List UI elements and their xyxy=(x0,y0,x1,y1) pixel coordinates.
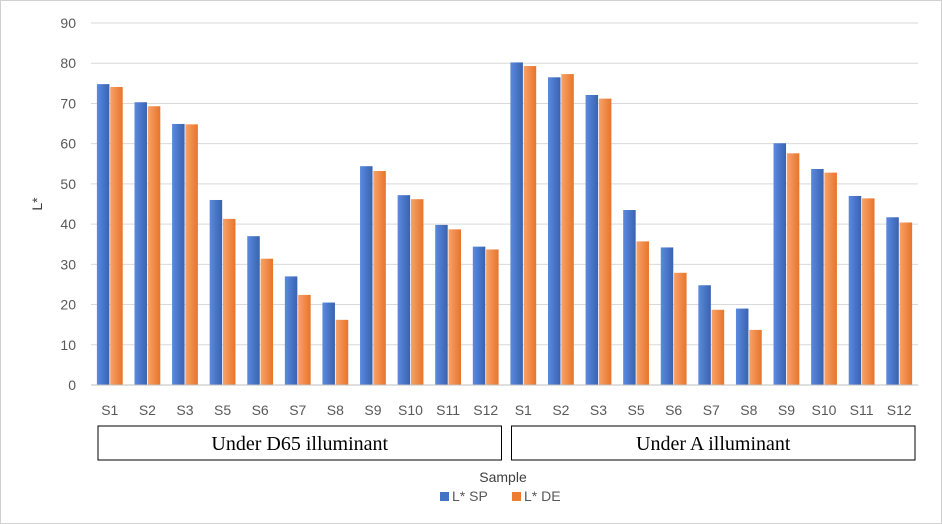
bar-de xyxy=(636,241,649,385)
x-tick-label: S8 xyxy=(740,402,757,418)
legend: L* SP L* DE xyxy=(440,488,561,504)
bar-sp xyxy=(322,302,335,385)
bar-de xyxy=(410,199,424,385)
bar-sp xyxy=(472,246,486,385)
x-tick-label: S12 xyxy=(887,402,912,418)
x-axis-title: Sample xyxy=(479,469,527,485)
bars xyxy=(96,62,913,386)
bar-de xyxy=(561,74,574,386)
bar-sp xyxy=(247,236,260,385)
bar-de xyxy=(110,86,123,385)
bar-sp xyxy=(435,224,448,385)
bar-sp xyxy=(510,62,523,385)
bar-sp xyxy=(209,199,223,385)
group-labels: Under D65 illuminant Under A illuminant xyxy=(97,425,916,461)
bar-de xyxy=(523,66,537,385)
y-tick-label: 30 xyxy=(60,256,76,272)
bar-de xyxy=(711,309,725,385)
x-tick-label: S5 xyxy=(214,402,231,418)
bar-de xyxy=(598,98,612,386)
bar-sp xyxy=(547,77,561,386)
bar-de xyxy=(222,218,236,385)
x-tick-label: S2 xyxy=(139,402,156,418)
y-tick-label: 80 xyxy=(60,55,76,71)
bar-de xyxy=(335,319,349,385)
y-tick-label: 50 xyxy=(60,176,76,192)
bar-de xyxy=(824,172,837,385)
legend-swatch-sp xyxy=(440,492,449,501)
x-tick-label: S12 xyxy=(473,402,498,418)
group-box xyxy=(97,425,502,461)
bar-sp xyxy=(397,195,411,385)
bar-de xyxy=(185,124,198,386)
bar-sp xyxy=(96,84,110,385)
x-tick-label: S3 xyxy=(176,402,193,418)
y-tick-label: 40 xyxy=(60,216,76,232)
x-tick-label: S7 xyxy=(289,402,306,418)
x-tick-label: S5 xyxy=(628,402,645,418)
bar-sp xyxy=(773,143,787,385)
bar-sp xyxy=(623,210,636,385)
bar-sp xyxy=(848,195,862,385)
x-tick-label: S2 xyxy=(552,402,569,418)
bar-de xyxy=(674,272,687,385)
y-axis-title: L* xyxy=(29,197,45,211)
x-tick-label: S9 xyxy=(364,402,381,418)
bar-sp xyxy=(134,102,147,385)
y-tick-label: 90 xyxy=(60,15,76,31)
x-tick-label: S11 xyxy=(850,402,874,418)
x-tick-label: S3 xyxy=(590,402,607,418)
bar-de xyxy=(749,329,762,385)
bar-de xyxy=(260,258,274,385)
x-tick-label: S7 xyxy=(703,402,720,418)
bar-sp xyxy=(360,166,373,385)
bar-sp xyxy=(660,247,674,385)
bar-sp xyxy=(698,285,711,385)
group-box xyxy=(511,425,916,461)
legend-label: L* DE xyxy=(524,488,561,504)
legend-swatch-de xyxy=(512,492,521,501)
x-tick-label: S10 xyxy=(812,402,837,418)
group-label: Under D65 illuminant xyxy=(211,433,388,455)
bar-sp xyxy=(811,169,824,385)
y-tick-label: 20 xyxy=(60,297,76,313)
bar-de xyxy=(899,222,913,385)
x-tick-label: S8 xyxy=(327,402,344,418)
bar-sp xyxy=(585,94,599,386)
bar-de xyxy=(147,106,161,385)
x-tick-label: S10 xyxy=(398,402,423,418)
x-tick-label: S11 xyxy=(436,402,460,418)
x-tick-label: S6 xyxy=(665,402,682,418)
x-tick-label: S9 xyxy=(778,402,795,418)
bar-sp xyxy=(735,308,749,385)
bar-de xyxy=(298,294,311,385)
bar-de xyxy=(862,198,875,385)
bar-sp xyxy=(172,123,185,386)
bar-de xyxy=(786,153,800,385)
y-tick-label: 0 xyxy=(68,377,76,393)
y-tick-label: 10 xyxy=(60,337,76,353)
group-label: Under A illuminant xyxy=(636,433,791,455)
legend-label: L* SP xyxy=(452,488,488,504)
bar-de xyxy=(448,229,462,385)
y-tick-label: 70 xyxy=(60,95,76,111)
labels: 0 10 20 30 40 50 60 70 80 90 S1 S2 S3 S5 S6 S7 S8 S9 S10 S1… xyxy=(29,15,912,485)
x-tick-label: S6 xyxy=(252,402,269,418)
x-tick-label: S1 xyxy=(101,402,118,418)
bar-sp xyxy=(886,217,899,385)
bar-sp xyxy=(284,276,298,385)
y-tick-label: 60 xyxy=(60,136,76,152)
x-tick-label: S1 xyxy=(515,402,532,418)
bar-de xyxy=(373,171,386,385)
bar-de xyxy=(486,249,499,385)
